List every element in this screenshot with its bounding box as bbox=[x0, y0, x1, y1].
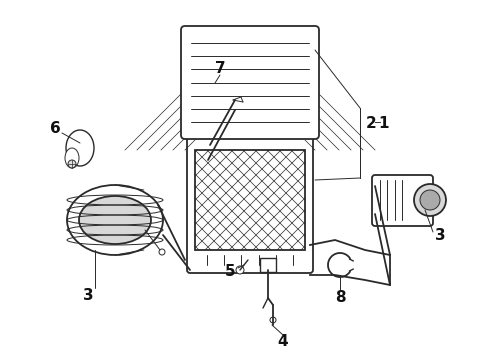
Text: ─: ─ bbox=[374, 118, 380, 128]
FancyBboxPatch shape bbox=[187, 127, 313, 273]
Text: 4: 4 bbox=[278, 334, 288, 350]
Text: 6: 6 bbox=[49, 121, 60, 135]
Ellipse shape bbox=[79, 196, 151, 244]
Text: 5: 5 bbox=[225, 265, 235, 279]
Circle shape bbox=[420, 190, 440, 210]
Circle shape bbox=[236, 266, 244, 274]
Text: 7: 7 bbox=[215, 60, 225, 76]
Circle shape bbox=[207, 97, 223, 113]
Text: 3: 3 bbox=[83, 288, 93, 302]
Circle shape bbox=[414, 184, 446, 216]
FancyBboxPatch shape bbox=[372, 175, 433, 226]
Ellipse shape bbox=[65, 148, 79, 168]
Circle shape bbox=[159, 249, 165, 255]
Circle shape bbox=[222, 55, 278, 111]
Bar bbox=[195, 150, 305, 250]
Text: 1: 1 bbox=[378, 116, 389, 131]
Circle shape bbox=[240, 73, 260, 93]
Ellipse shape bbox=[67, 185, 163, 255]
Circle shape bbox=[232, 65, 268, 101]
Circle shape bbox=[201, 91, 229, 119]
Circle shape bbox=[68, 160, 76, 168]
FancyBboxPatch shape bbox=[181, 26, 319, 139]
Text: 8: 8 bbox=[335, 291, 345, 306]
Text: 3: 3 bbox=[435, 228, 445, 243]
Circle shape bbox=[270, 317, 276, 323]
Circle shape bbox=[193, 83, 237, 127]
Bar bbox=[260, 258, 276, 272]
Text: 2: 2 bbox=[366, 116, 377, 131]
